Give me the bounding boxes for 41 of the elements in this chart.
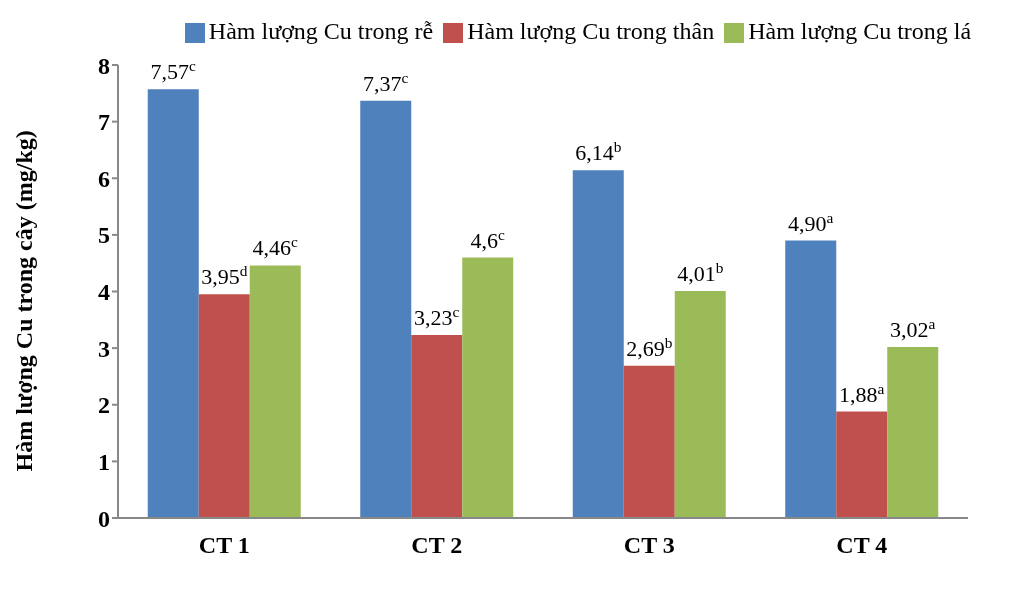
data-label: 4,46$^{c}$ [252, 232, 299, 261]
y-tick-label: 3 [98, 335, 110, 362]
legend-label: Hàm lượng Cu trong thân [467, 18, 715, 44]
bar [623, 365, 675, 518]
y-tick-label: 8 [98, 52, 110, 79]
x-tick-label: CT 1 [198, 532, 250, 559]
y-tick-label: 7 [98, 109, 110, 136]
y-tick-label: 5 [98, 222, 110, 249]
bar [147, 89, 199, 518]
data-label: 3,23$^{c}$ [414, 302, 460, 331]
data-label: 2,69$^{b}$ [626, 333, 673, 361]
x-tick-label: CT 3 [623, 532, 675, 559]
legend-label: Hàm lượng Cu trong rễ [208, 18, 434, 44]
x-tick-label: CT 2 [411, 532, 463, 559]
bar [836, 411, 888, 518]
data-label: 1,88$^{a}$ [839, 379, 885, 407]
bar [249, 265, 301, 518]
y-tick-label: 0 [98, 505, 110, 532]
bar [198, 294, 250, 518]
data-label: 4,6$^{c}$ [470, 225, 506, 253]
data-label: 3,95$^{d}$ [201, 261, 248, 290]
y-tick-label: 6 [98, 165, 110, 192]
legend-label: Hàm lượng Cu trong lá [748, 18, 972, 44]
data-label: 4,90$^{a}$ [788, 208, 834, 236]
bar [572, 170, 624, 518]
y-axis-title: Hàm lượng Cu trong cây (mg/kg) [10, 130, 37, 472]
bar [411, 335, 463, 518]
data-label: 6,14$^{b}$ [575, 137, 622, 166]
bar [360, 100, 412, 518]
y-tick-label: 1 [98, 448, 110, 475]
bar [462, 257, 514, 518]
x-tick-label: CT 4 [836, 532, 888, 559]
data-label: 3,02$^{a}$ [890, 314, 936, 342]
data-label: 7,57$^{c}$ [150, 56, 197, 85]
y-tick-label: 4 [98, 279, 110, 306]
data-label: 4,01$^{b}$ [677, 258, 724, 286]
bar [887, 346, 939, 518]
data-label: 7,37$^{c}$ [363, 68, 409, 96]
y-tick-label: 2 [98, 392, 110, 419]
bar [674, 290, 726, 518]
bar [785, 240, 837, 518]
